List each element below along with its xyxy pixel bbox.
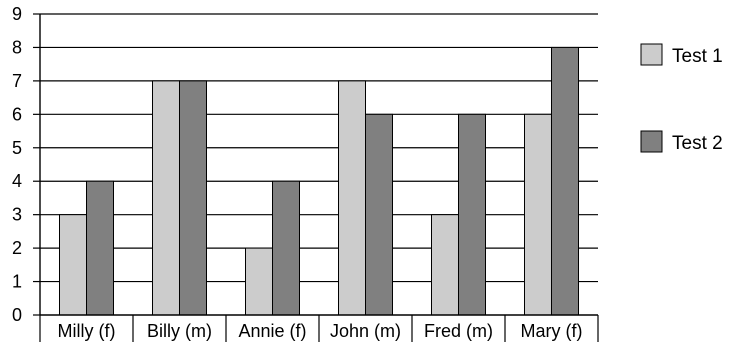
legend-label: Test 2 [672, 133, 723, 154]
bar-test-2-1 [179, 80, 207, 316]
x-tick-label: John (m) [330, 321, 401, 341]
x-tick-labels: Milly (f) Billy (m) Annie (f) John (m) Fred … [58, 321, 583, 341]
x-tick-label: Annie (f) [238, 321, 306, 341]
bar-test-1-1 [152, 80, 180, 316]
bar-test-2-5 [551, 46, 579, 316]
legend-label: Test 1 [672, 46, 723, 67]
y-tick-label: 7 [12, 71, 22, 91]
y-tick-label: 2 [12, 238, 22, 258]
legend-swatch-test-1 [640, 43, 663, 66]
x-tick-label: Milly (f) [58, 321, 116, 341]
y-tick-label: 5 [12, 138, 22, 158]
y-tick-label: 9 [12, 4, 22, 24]
bar-test-2-3 [365, 113, 393, 316]
x-tick-label: Mary (f) [521, 321, 583, 341]
y-tick-label: 6 [12, 104, 22, 124]
axes [33, 13, 599, 342]
legend: Test 1 Test 2 [640, 43, 723, 154]
legend-swatch-test-2 [640, 130, 663, 153]
y-tick-label: 0 [12, 305, 22, 325]
y-tick-label: 1 [12, 272, 22, 292]
bar-test-1-5 [524, 113, 552, 316]
y-tick-labels: 0 1 2 3 4 5 6 7 8 9 [12, 4, 22, 325]
bars [59, 46, 579, 316]
bar-test-2-0 [86, 180, 114, 316]
x-tick-label: Billy (m) [147, 321, 212, 341]
gridlines [40, 13, 598, 283]
bar-test-1-2 [245, 247, 273, 316]
bar-test-1-3 [338, 80, 366, 316]
y-tick-label: 8 [12, 37, 22, 57]
y-tick-label: 4 [12, 171, 22, 191]
y-tick-label: 3 [12, 205, 22, 225]
bar-test-2-4 [458, 113, 486, 316]
bar-test-2-2 [272, 180, 300, 316]
bar-test-1-0 [59, 214, 87, 316]
bar-test-1-4 [431, 214, 459, 316]
x-tick-label: Fred (m) [424, 321, 493, 341]
